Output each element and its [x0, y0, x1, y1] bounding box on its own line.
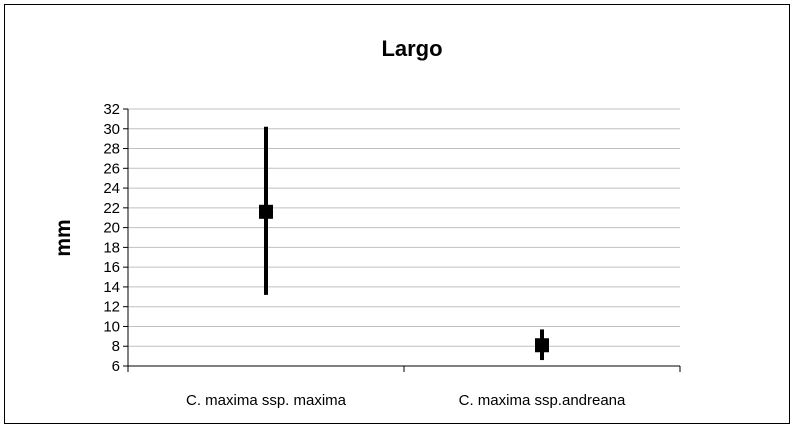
x-category-label: C. maxima ssp.andreana: [459, 392, 626, 409]
y-tick-label: 8: [112, 338, 120, 355]
y-axis-label: mm: [52, 219, 75, 256]
x-category-label: C. maxima ssp. maxima: [186, 392, 347, 409]
y-tick-label: 10: [103, 318, 120, 335]
x-category-labels: C. maxima ssp. maxima C. maxima ssp.andre…: [186, 392, 626, 409]
y-tick-label: 28: [103, 141, 120, 158]
y-tick-label: 26: [103, 160, 120, 177]
mean-marker: [259, 204, 273, 219]
y-tick-label: 22: [103, 200, 120, 217]
y-tick-label: 24: [103, 180, 120, 197]
y-tick-label: 18: [103, 239, 120, 256]
axes: [123, 108, 681, 372]
y-tick-label: 12: [103, 299, 120, 316]
y-tick-label: 20: [103, 220, 120, 237]
chart-title: Largo: [381, 36, 442, 61]
y-tick-label: 32: [103, 101, 120, 118]
y-tick-labels: 6 8 10 12 14 16 18 20 22 24 26 28 30 32: [103, 101, 120, 375]
y-tick-label: 16: [103, 259, 120, 276]
mean-marker: [535, 338, 549, 353]
y-tick-label: 30: [103, 121, 120, 138]
chart-frame: [4, 4, 790, 424]
y-tick-label: 14: [103, 279, 120, 296]
y-tick-label: 6: [112, 358, 120, 375]
data-marks: [259, 126, 549, 361]
gridlines: [128, 108, 680, 347]
